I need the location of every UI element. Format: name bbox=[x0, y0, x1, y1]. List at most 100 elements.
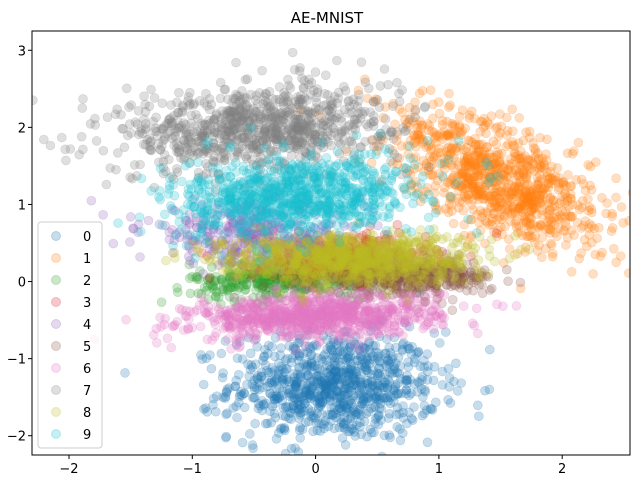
point-6 bbox=[291, 304, 301, 315]
point-0 bbox=[198, 379, 209, 390]
point-0 bbox=[402, 370, 412, 381]
point-1 bbox=[566, 266, 577, 277]
point-1 bbox=[597, 247, 608, 258]
point-6 bbox=[492, 299, 502, 310]
point-0 bbox=[300, 417, 311, 428]
point-2 bbox=[156, 297, 167, 308]
point-1 bbox=[531, 183, 542, 194]
point-0 bbox=[316, 409, 327, 419]
point-5 bbox=[501, 264, 512, 275]
point-2 bbox=[172, 282, 182, 293]
point-7 bbox=[320, 70, 331, 80]
point-0 bbox=[419, 384, 430, 395]
point-0 bbox=[445, 398, 456, 408]
point-1 bbox=[446, 200, 457, 210]
point-0 bbox=[369, 427, 379, 438]
point-0 bbox=[294, 413, 304, 424]
point-6 bbox=[426, 288, 437, 299]
point-0 bbox=[329, 356, 340, 367]
point-1 bbox=[518, 204, 529, 215]
point-6 bbox=[201, 308, 212, 319]
point-0 bbox=[395, 424, 405, 434]
point-0 bbox=[284, 387, 295, 398]
point-1 bbox=[535, 161, 546, 171]
point-0 bbox=[357, 398, 367, 409]
point-0 bbox=[356, 382, 367, 393]
point-1 bbox=[611, 173, 621, 184]
point-0 bbox=[444, 373, 455, 383]
point-6 bbox=[160, 313, 171, 324]
point-0 bbox=[355, 379, 366, 390]
point-6 bbox=[434, 307, 445, 318]
point-1 bbox=[505, 216, 516, 226]
point-0 bbox=[317, 396, 328, 407]
point-0 bbox=[343, 367, 354, 378]
point-0 bbox=[306, 406, 317, 417]
point-0 bbox=[364, 338, 374, 349]
point-0 bbox=[326, 402, 337, 413]
point-0 bbox=[271, 374, 282, 384]
point-1 bbox=[466, 106, 477, 117]
point-1 bbox=[528, 143, 539, 153]
point-0 bbox=[351, 369, 362, 379]
point-6 bbox=[236, 320, 247, 331]
point-0 bbox=[282, 363, 292, 374]
point-0 bbox=[363, 406, 374, 417]
point-0 bbox=[262, 365, 272, 376]
point-7 bbox=[142, 135, 153, 145]
point-2 bbox=[199, 282, 210, 293]
point-1 bbox=[444, 88, 454, 99]
point-0 bbox=[443, 363, 454, 374]
point-6 bbox=[327, 300, 338, 311]
point-0 bbox=[449, 376, 459, 387]
point-0 bbox=[314, 391, 325, 401]
point-0 bbox=[239, 402, 250, 413]
point-0 bbox=[419, 362, 429, 372]
point-0 bbox=[291, 376, 302, 387]
point-1 bbox=[569, 230, 579, 240]
point-6 bbox=[458, 301, 469, 311]
point-0 bbox=[234, 391, 245, 402]
point-1 bbox=[487, 216, 497, 227]
point-6 bbox=[368, 330, 379, 341]
point-0 bbox=[272, 393, 282, 404]
point-1 bbox=[597, 193, 607, 203]
point-6 bbox=[281, 319, 292, 330]
point-0 bbox=[334, 367, 344, 378]
point-0 bbox=[249, 392, 259, 403]
point-1 bbox=[431, 138, 441, 148]
point-0 bbox=[340, 379, 350, 390]
point-0 bbox=[218, 392, 228, 403]
point-1 bbox=[607, 211, 617, 222]
point-7 bbox=[356, 57, 367, 68]
point-1 bbox=[524, 126, 535, 137]
point-0 bbox=[363, 378, 373, 388]
point-0 bbox=[351, 409, 362, 420]
point-7 bbox=[101, 179, 112, 190]
point-7 bbox=[219, 153, 229, 163]
point-0 bbox=[335, 376, 345, 387]
point-0 bbox=[318, 356, 328, 367]
point-7 bbox=[151, 112, 161, 123]
point-6 bbox=[379, 317, 389, 328]
point-0 bbox=[353, 360, 364, 371]
point-4 bbox=[135, 252, 145, 262]
point-1 bbox=[514, 178, 525, 188]
point-0 bbox=[355, 417, 365, 428]
point-6 bbox=[291, 346, 301, 356]
point-7 bbox=[105, 163, 115, 173]
point-0 bbox=[382, 383, 393, 393]
point-0 bbox=[277, 375, 288, 385]
point-1 bbox=[464, 174, 474, 185]
point-1 bbox=[578, 221, 589, 231]
point-0 bbox=[333, 371, 343, 382]
point-0 bbox=[283, 402, 293, 413]
point-6 bbox=[261, 320, 272, 331]
point-0 bbox=[345, 364, 356, 375]
point-0 bbox=[310, 413, 320, 423]
point-0 bbox=[294, 400, 305, 410]
point-0 bbox=[262, 418, 273, 429]
point-0 bbox=[302, 359, 313, 370]
point-0 bbox=[196, 350, 206, 360]
point-1 bbox=[515, 161, 526, 171]
